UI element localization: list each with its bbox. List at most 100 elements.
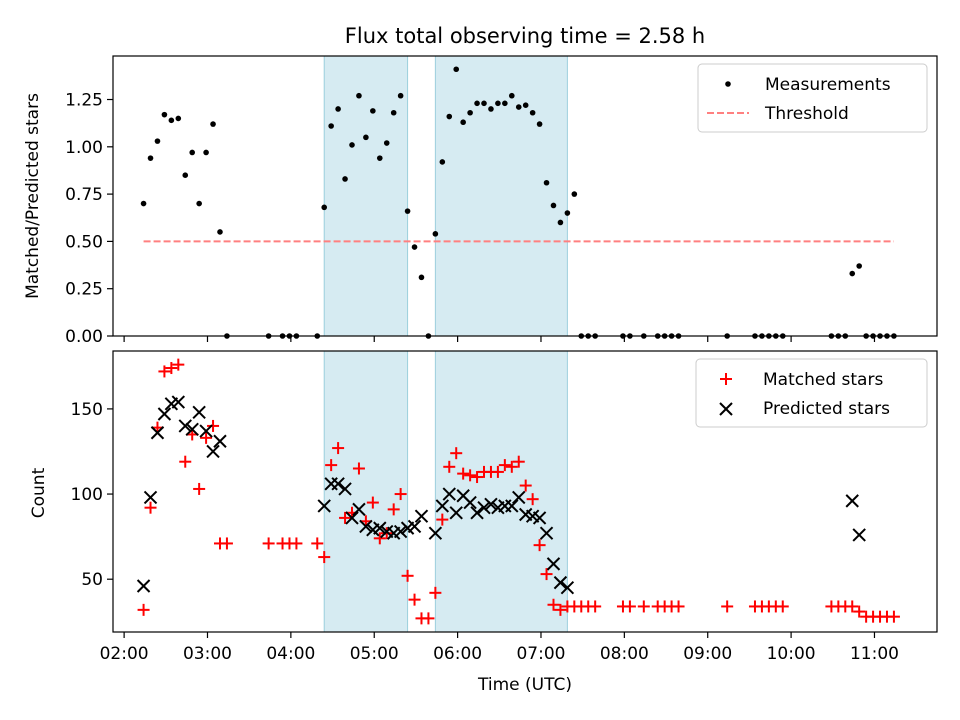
matched-stars-point xyxy=(220,537,233,550)
predicted-stars-point xyxy=(393,524,408,539)
measurement-point xyxy=(356,92,362,99)
top-panel: 0.00 0.25 0.50 0.75 1.00 1.25 Matched/Predict… xyxy=(23,55,938,347)
bottom-y-axis: 50 100 150 xyxy=(71,400,113,590)
matched-stars-point xyxy=(623,600,636,613)
top-y-axis-label: Matched/Predicted stars xyxy=(23,93,43,299)
chart-title: Flux total observing time = 2.58 h xyxy=(345,24,705,48)
matched-stars-point xyxy=(637,600,650,613)
legend-predicted-stars-marker xyxy=(719,402,733,416)
predicted-stars-point xyxy=(553,575,568,590)
x-arm xyxy=(373,521,387,535)
measurement-point xyxy=(328,123,334,129)
measurement-point xyxy=(446,113,453,120)
x-tick-label: 07:00 xyxy=(516,644,565,664)
predicted-stars-point xyxy=(143,490,158,505)
matched-stars-point xyxy=(290,537,303,550)
x-arm xyxy=(484,497,498,511)
x-arm xyxy=(512,490,526,505)
measurement-point xyxy=(161,111,168,118)
predicted-stars-point xyxy=(199,424,213,438)
matched-stars-point xyxy=(137,603,150,616)
matched-stars-point xyxy=(422,612,435,625)
predicted-stars-point xyxy=(345,511,359,525)
x-tick-label: 08:00 xyxy=(600,644,649,664)
matched-stars-point xyxy=(339,511,352,524)
x-tick-label: 10:00 xyxy=(767,644,816,664)
x-arm xyxy=(352,502,366,517)
measurement-point xyxy=(140,200,147,207)
measurement-point xyxy=(175,115,182,122)
measurement-point xyxy=(536,121,543,127)
legend-measurements-marker xyxy=(725,81,731,87)
bottom-legend: Matched stars Predicted stars xyxy=(695,358,928,428)
measurement-point xyxy=(557,219,564,226)
matched-stars-point xyxy=(394,488,407,501)
x-arm xyxy=(414,509,429,523)
predicted-stars-point xyxy=(352,502,366,517)
measurement-point xyxy=(522,102,529,108)
matched-stars-point xyxy=(853,605,866,618)
observing-interval xyxy=(323,350,409,633)
x-tick-label: 05:00 xyxy=(350,644,399,664)
measurement-point xyxy=(856,263,862,269)
matched-stars-point xyxy=(491,465,504,478)
measurement-point xyxy=(404,208,411,214)
x-tick-label: 02:00 xyxy=(100,644,149,664)
x-tick-label: 09:00 xyxy=(683,644,732,664)
measurement-point xyxy=(168,117,175,124)
x-arm xyxy=(546,557,561,571)
measurement-point xyxy=(335,106,341,112)
legend-matched-stars-marker xyxy=(720,373,732,385)
x-arm xyxy=(428,526,443,540)
x-arm xyxy=(477,500,491,515)
x-arm xyxy=(213,434,227,448)
matched-stars-point xyxy=(464,469,477,482)
x-arm xyxy=(178,419,192,433)
matched-stars-point xyxy=(887,610,900,623)
matched-stars-point xyxy=(554,603,567,616)
observing-interval xyxy=(323,55,409,337)
predicted-stars-point xyxy=(414,509,429,523)
predicted-stars-point xyxy=(463,495,477,510)
matched-stars-point xyxy=(193,482,206,495)
matched-stars-point xyxy=(457,467,470,480)
y-tick-label: 0.00 xyxy=(65,327,103,347)
matched-stars-point xyxy=(512,455,525,468)
matched-stars-point xyxy=(318,551,331,564)
top-legend: Measurements Threshold xyxy=(697,63,928,133)
measurement-point xyxy=(217,229,223,235)
x-arm xyxy=(518,507,533,522)
measurement-point xyxy=(515,104,522,110)
predicted-stars-point xyxy=(338,482,352,496)
predicted-stars-point xyxy=(171,395,186,409)
x-arm xyxy=(553,575,568,590)
x-tick-label: 06:00 xyxy=(433,644,482,664)
x-arm xyxy=(157,407,172,421)
predicted-stars-point xyxy=(505,499,519,513)
y-tick-label: 100 xyxy=(71,485,103,505)
matched-stars-point xyxy=(589,600,602,613)
predicted-stars-point xyxy=(373,521,387,535)
x-arm xyxy=(345,511,359,525)
x-arm xyxy=(192,405,206,420)
predicted-stars-point xyxy=(532,511,547,525)
measurement-point xyxy=(467,109,473,116)
legend-matched-stars-label: Matched stars xyxy=(763,370,883,390)
measurement-point xyxy=(508,92,515,99)
measurement-point xyxy=(196,200,202,207)
x-tick-label: 03:00 xyxy=(183,644,232,664)
predicted-stars-point xyxy=(407,519,422,534)
predicted-stars-point xyxy=(845,494,859,508)
matched-stars-point xyxy=(179,455,192,468)
legend-predicted-stars-label: Predicted stars xyxy=(763,399,890,419)
measurement-point xyxy=(495,100,501,107)
matched-stars-point xyxy=(408,593,421,606)
matched-stars-point xyxy=(721,600,734,613)
measurement-point xyxy=(342,176,348,182)
top-y-axis: 0.00 0.25 0.50 0.75 1.00 1.25 xyxy=(65,91,113,347)
x-arm xyxy=(206,444,220,459)
matched-stars-point xyxy=(387,503,400,516)
predicted-stars-point xyxy=(136,579,151,593)
